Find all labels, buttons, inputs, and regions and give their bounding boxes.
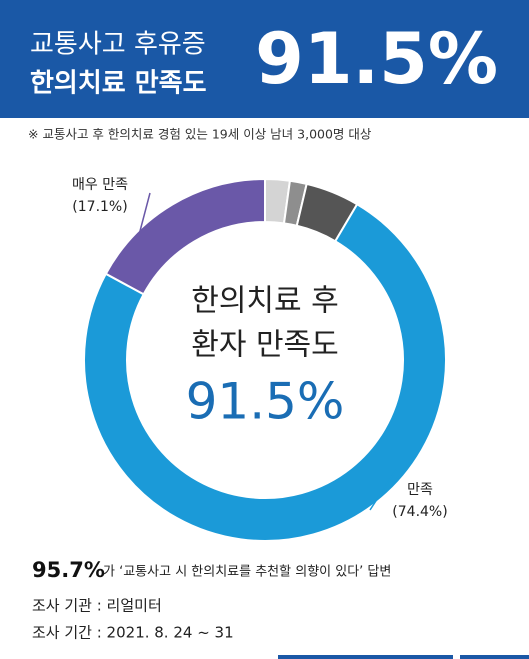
donut-segment	[83, 202, 447, 542]
header-line: 한의치료 만족도	[30, 69, 207, 99]
center-figure: 91.5%	[186, 373, 345, 431]
center-text: 한의치료 후	[191, 284, 339, 319]
segment-label: 매우 만족	[72, 177, 128, 193]
donut	[83, 177, 447, 542]
header-band	[0, 0, 529, 118]
header-figure: 91.5%	[255, 18, 498, 100]
footer-period: 조사 기간 : 2021. 8. 24 ~ 31	[32, 624, 234, 642]
segment-label: 만족	[407, 482, 433, 498]
note: ※ 교통사고 후 한의치료 경험 있는 19세 이상 남녀 3,000명 대상	[28, 127, 372, 142]
center-text: 환자 만족도	[191, 328, 339, 363]
segment-value-label: (17.1%)	[72, 199, 127, 215]
footer-agency: 조사 기관 : 리얼미터	[32, 597, 162, 615]
donut-segment	[104, 177, 266, 296]
decor-bar	[460, 655, 529, 659]
leader-line	[369, 468, 398, 511]
leader-line	[134, 192, 151, 249]
footer-figure: 95.7%	[32, 558, 105, 582]
segment-value-label: (74.4%)	[392, 504, 447, 520]
decor-bar	[278, 655, 453, 659]
header-line: 교통사고 후유증	[30, 30, 206, 60]
footer-text: 가 ‘교통사고 시 한의치료를 추천할 의향이 있다’ 답변	[103, 565, 391, 580]
